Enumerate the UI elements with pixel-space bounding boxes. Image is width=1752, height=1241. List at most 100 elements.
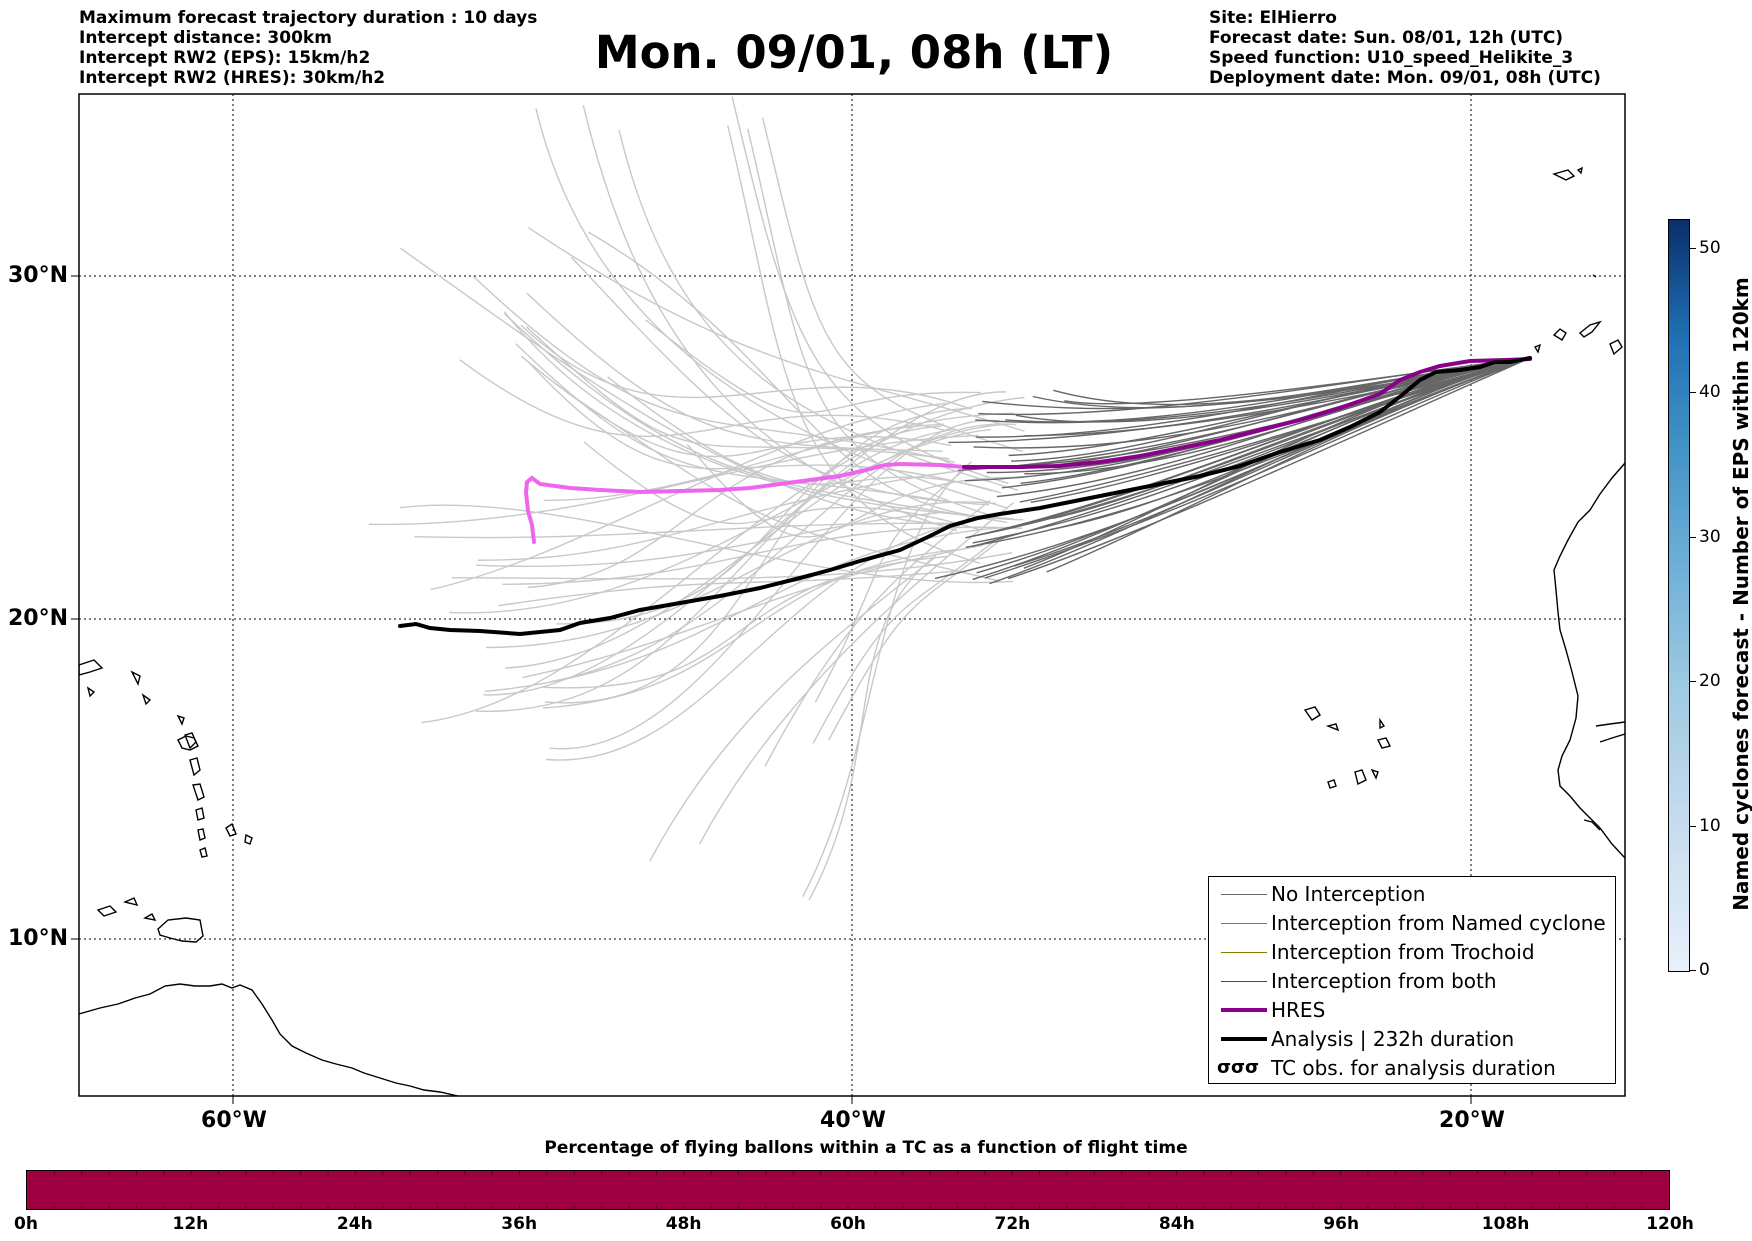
cbar-tick-label: 20 bbox=[1699, 671, 1721, 692]
eps-track-forecast bbox=[414, 522, 957, 539]
legend-label: Interception from both bbox=[1271, 969, 1497, 993]
lat-label-10n: 10°N bbox=[8, 926, 69, 951]
eps-track-forecast bbox=[449, 428, 992, 614]
eps-track-forecast bbox=[727, 125, 981, 564]
eps-track-forecast bbox=[607, 376, 1002, 494]
header-right-line-4: Deployment date: Mon. 09/01, 08h (UTC) bbox=[1209, 68, 1601, 88]
cbar-tick-label: 40 bbox=[1699, 382, 1721, 403]
bottom-tick-label: 48h bbox=[665, 1214, 702, 1234]
eps-track-forecast bbox=[549, 419, 1000, 750]
eps-track-forecast bbox=[459, 359, 947, 438]
legend-label: Interception from Trochoid bbox=[1271, 940, 1535, 964]
legend-item-both: Interception from both bbox=[1209, 967, 1615, 995]
cbar-tick-label: 30 bbox=[1699, 526, 1721, 547]
bottom-tick-label: 36h bbox=[501, 1214, 538, 1234]
eps-track-forecast bbox=[812, 537, 1000, 744]
eps-track-forecast bbox=[421, 396, 1025, 724]
lon-label-40w: 40°W bbox=[820, 1108, 886, 1133]
west-africa-coast bbox=[1553, 462, 1625, 859]
eps-track-forecast bbox=[828, 534, 1007, 741]
venezuela-islands bbox=[96, 897, 157, 921]
tc-obs-icon: σσσ bbox=[1217, 1057, 1260, 1078]
trinidad-coast bbox=[157, 917, 204, 943]
eps-track-forecast bbox=[542, 555, 947, 689]
eps-track-forecast bbox=[764, 499, 991, 767]
eps-track-forecast bbox=[544, 407, 973, 704]
eps-track-forecast bbox=[483, 391, 1007, 696]
guadeloupe-coast bbox=[177, 735, 199, 751]
legend-item-tc-obs: σσσ TC obs. for analysis duration bbox=[1209, 1054, 1615, 1082]
legend-label: Interception from Named cyclone bbox=[1271, 911, 1606, 935]
eps-track-no-interception bbox=[969, 357, 1531, 538]
legend-swatch bbox=[1221, 923, 1267, 924]
map-title: Mon. 09/01, 08h (LT) bbox=[594, 26, 1114, 79]
eps-track-forecast bbox=[535, 108, 1009, 509]
bottom-tick-label: 108h bbox=[1481, 1214, 1530, 1234]
cbar-tick bbox=[1690, 536, 1696, 538]
header-left-line-4: Intercept RW2 (HRES): 30km/h2 bbox=[79, 68, 386, 88]
eps-track-forecast bbox=[762, 117, 1024, 453]
eps-track-forecast bbox=[399, 504, 1014, 584]
eps-track-forecast bbox=[503, 313, 1008, 524]
header-left-line-2: Intercept distance: 300km bbox=[79, 28, 332, 48]
legend-item-no-interception: No Interception bbox=[1209, 880, 1615, 908]
west-africa-details bbox=[1583, 721, 1625, 831]
madeira-islands bbox=[1552, 166, 1597, 278]
analysis-track bbox=[398, 356, 1532, 637]
eps-track-forecast bbox=[583, 441, 982, 531]
cbar-tick bbox=[1690, 825, 1696, 827]
legend-label: Analysis | 232h duration bbox=[1271, 1027, 1515, 1051]
axis-ticks bbox=[71, 275, 1472, 1104]
eps-track-forecast bbox=[556, 425, 942, 625]
legend-swatch bbox=[1221, 894, 1267, 895]
flight-time-colorbar bbox=[26, 1170, 1670, 1210]
header-right-line-3: Speed function: U10_speed_Helikite_3 bbox=[1209, 48, 1574, 68]
eps-track-no-interception bbox=[1064, 357, 1531, 405]
eps-track-forecast bbox=[485, 501, 997, 649]
eps-track-forecast bbox=[526, 292, 943, 452]
header-left-line-3: Intercept RW2 (EPS): 15km/h2 bbox=[79, 48, 371, 68]
bottom-tick-label: 24h bbox=[336, 1214, 373, 1234]
eps-track-forecast bbox=[544, 412, 1015, 502]
legend-label: TC obs. for analysis duration bbox=[1271, 1056, 1556, 1080]
eps-track-no-interception bbox=[965, 357, 1531, 548]
main-tracks bbox=[398, 356, 1532, 637]
legend-item-hres: HRES bbox=[1209, 996, 1615, 1024]
eps-track-forecast bbox=[582, 105, 958, 532]
eps-track-forecast bbox=[570, 256, 990, 506]
eps-track-no-interception bbox=[972, 357, 1531, 581]
cbar-tick bbox=[1690, 970, 1696, 971]
eps-track-forecast bbox=[546, 515, 996, 761]
barbados-coast bbox=[244, 833, 253, 845]
legend-label: HRES bbox=[1271, 998, 1326, 1022]
legend-swatch bbox=[1221, 952, 1267, 953]
bottom-tick-label: 96h bbox=[1323, 1214, 1360, 1234]
eps-track-forecast bbox=[529, 362, 993, 492]
bottom-tick-label: 0h bbox=[14, 1214, 38, 1234]
legend-label: No Interception bbox=[1271, 882, 1426, 906]
eps-track-forecast bbox=[645, 319, 981, 414]
coastlines bbox=[79, 166, 1625, 1096]
eps-track-forecast bbox=[520, 324, 970, 409]
eps-track-forecast bbox=[472, 275, 956, 463]
bottom-tick-label: 12h bbox=[172, 1214, 209, 1234]
eps-track-forecast bbox=[527, 423, 945, 589]
cbar-tick-label: 10 bbox=[1699, 815, 1721, 836]
cbar-tick bbox=[1690, 392, 1696, 394]
bottom-tick-label: 120h bbox=[1646, 1214, 1694, 1234]
eps-track-forecast bbox=[588, 231, 1024, 521]
eps-track-forecast bbox=[543, 549, 957, 709]
lat-label-20n: 20°N bbox=[8, 606, 69, 631]
flight-time-colorbar-fill bbox=[27, 1171, 1669, 1209]
eps-track-forecast bbox=[649, 556, 936, 862]
cyclone-count-colorbar bbox=[1668, 219, 1690, 972]
legend-swatch bbox=[1221, 1037, 1267, 1041]
puerto-rico-islands bbox=[79, 659, 185, 726]
lesser-antilles-2 bbox=[195, 807, 237, 858]
eps-track-forecast bbox=[525, 326, 950, 460]
eps-track-no-interception bbox=[1008, 357, 1531, 580]
legend-item-analysis: Analysis | 232h duration bbox=[1209, 1025, 1615, 1053]
eps-track-forecast bbox=[802, 461, 973, 898]
cape-verde-islands bbox=[1303, 706, 1392, 789]
